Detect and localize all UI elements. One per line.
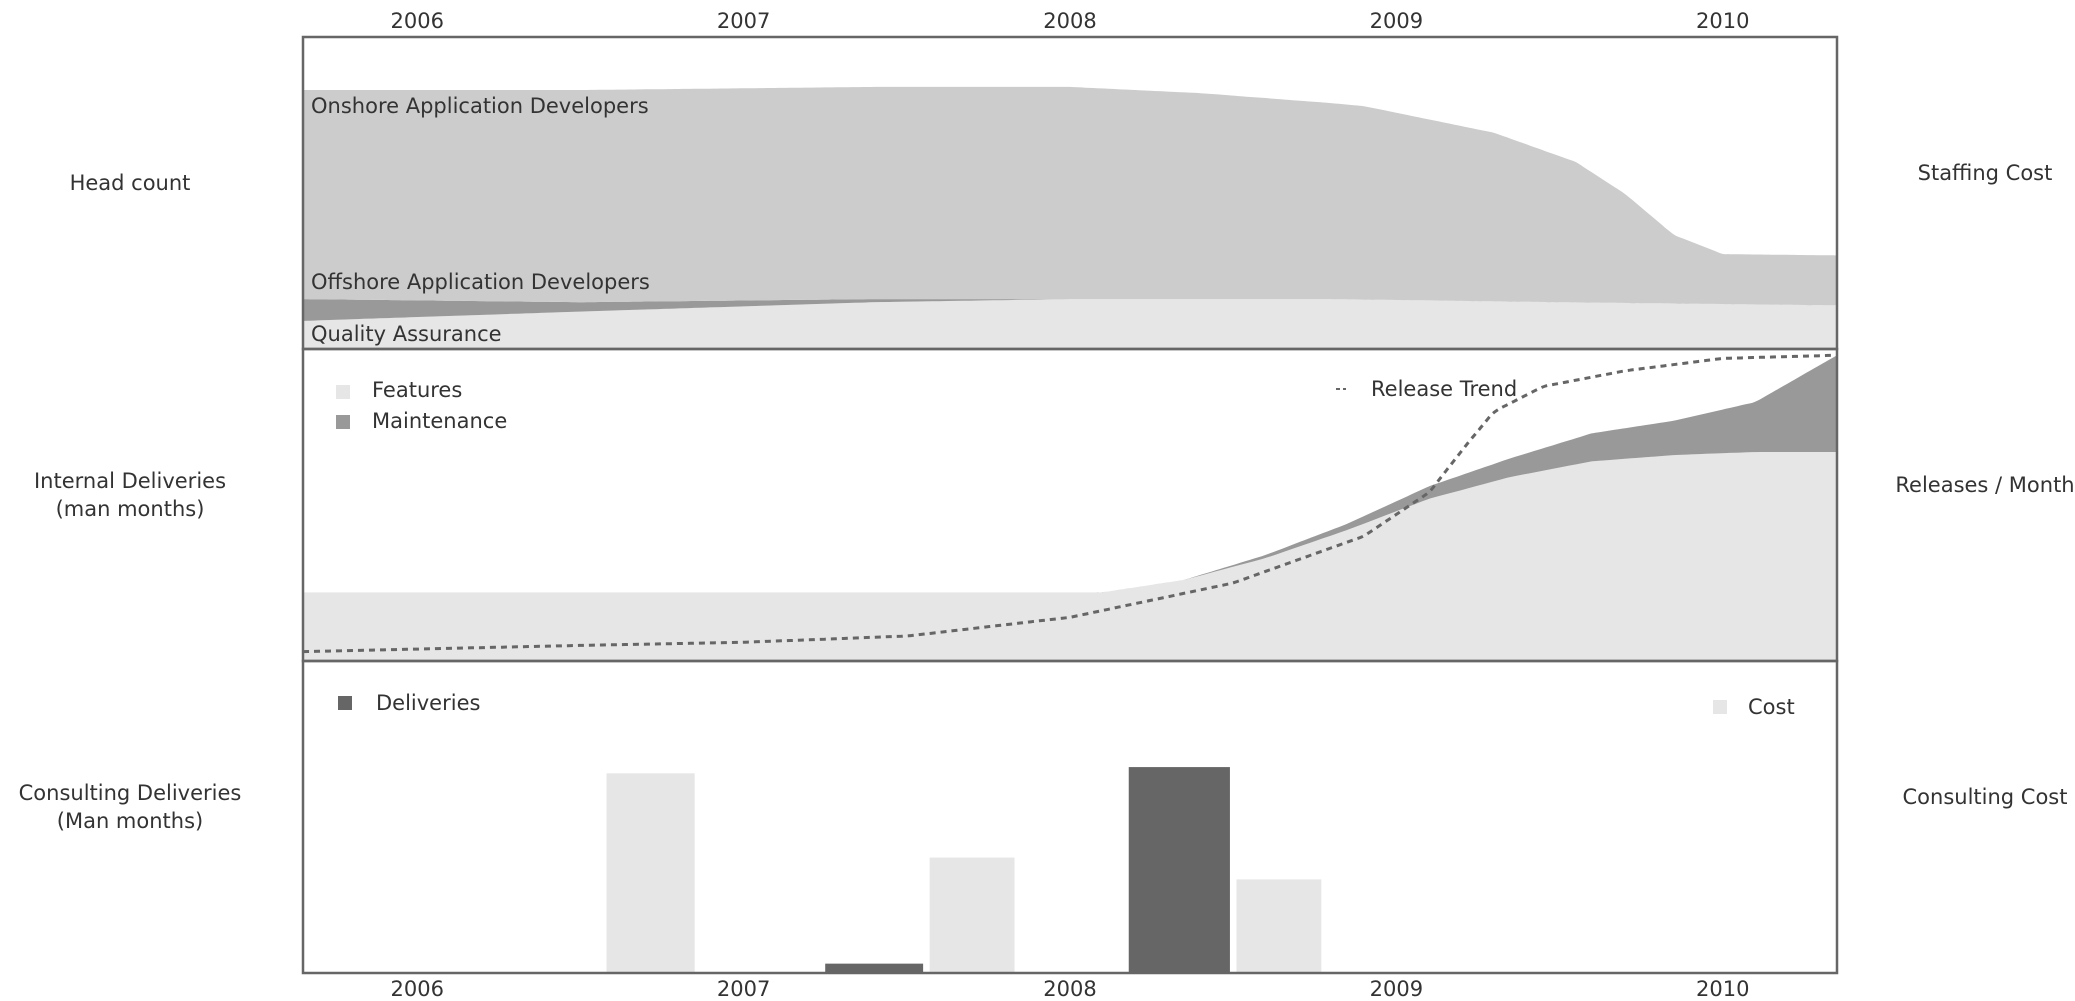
x-tick-top-2006: 2006 bbox=[391, 9, 444, 33]
panel-3-legend-label-deliveries: Deliveries bbox=[376, 691, 480, 715]
panel-2-legend-swatch-maintenance bbox=[336, 415, 350, 429]
chart-labels: 2006 2006 2007 2007 2008 2008 2009 2009 2010 2010… bbox=[19, 9, 2075, 1001]
panel-2-left-label-line: (man months) bbox=[56, 497, 205, 521]
x-tick-top-2009: 2009 bbox=[1370, 9, 1423, 33]
panel-2-trend-line bbox=[302, 353, 1838, 654]
chart-marks bbox=[302, 86, 1838, 973]
x-tick-bottom-2009: 2009 bbox=[1370, 977, 1423, 1001]
panel-1-right-label: Staffing Cost bbox=[1918, 161, 2053, 185]
panel-2-right-label: Releases / Month bbox=[1895, 473, 2074, 497]
panel-1-series-label-quality-assurance: Quality Assurance bbox=[311, 322, 502, 346]
panel-1-left-label: Head count bbox=[70, 171, 191, 195]
panel-2-left-label-line: Internal Deliveries bbox=[34, 469, 226, 493]
x-tick-top-2007: 2007 bbox=[717, 9, 770, 33]
x-tick-bottom-2006: 2006 bbox=[391, 977, 444, 1001]
panel-3-left-label-line: Consulting Deliveries bbox=[19, 781, 242, 805]
x-tick-bottom-2010: 2010 bbox=[1696, 977, 1749, 1001]
panel-3-right-label-line: Consulting Cost bbox=[1903, 785, 2068, 809]
panel-frames bbox=[301, 35, 1839, 975]
panel-2-legend-swatch-features bbox=[336, 385, 350, 399]
panel-3-left-label-line: (Man months) bbox=[57, 809, 203, 833]
panel-1-series-label-onshore-application-developers: Onshore Application Developers bbox=[311, 94, 649, 118]
x-tick-top-2010: 2010 bbox=[1696, 9, 1749, 33]
panel-3-bar-deliveries-1 bbox=[825, 963, 924, 973]
x-tick-top-2008: 2008 bbox=[1043, 9, 1096, 33]
panel-3-frame bbox=[301, 659, 1839, 975]
panel-3-bar-deliveries-2 bbox=[1128, 767, 1230, 973]
panel-2-legend-label-maintenance: Maintenance bbox=[372, 409, 507, 433]
panel-3-left-label: Consulting Deliveries (Man months) bbox=[19, 781, 242, 833]
panel-3-legend-swatch-deliveries bbox=[338, 696, 352, 710]
panel-3-bar-cost-1 bbox=[606, 773, 695, 973]
panel-3-legend-label-cost: Cost bbox=[1748, 695, 1795, 719]
x-tick-bottom-2008: 2008 bbox=[1043, 977, 1096, 1001]
panel-2-legend-label-release-trend: Release Trend bbox=[1371, 377, 1517, 401]
panel-3-right-label: Consulting Cost bbox=[1903, 785, 2068, 809]
panel-1-area-quality-assurance bbox=[303, 299, 1837, 349]
panel-2-left-label: Internal Deliveries (man months) bbox=[34, 469, 226, 521]
panel-1-series-label-offshore-application-developers: Offshore Application Developers bbox=[311, 270, 650, 294]
panel-1-left-label-line: Head count bbox=[70, 171, 191, 195]
panel-3-legend-swatch-cost bbox=[1713, 700, 1727, 714]
panel-3-bar-cost-3 bbox=[1236, 879, 1322, 973]
panel-1-area-onshore-application-developers bbox=[303, 86, 1837, 306]
panel-1-area-offshore-application-developers bbox=[303, 299, 1837, 321]
panel-2-right-label-line: Releases / Month bbox=[1895, 473, 2074, 497]
panel-2-legend-label-features: Features bbox=[372, 378, 462, 402]
x-tick-bottom-2007: 2007 bbox=[717, 977, 770, 1001]
panel-2-area-features bbox=[303, 451, 1837, 661]
panel-3-bar-cost-2 bbox=[929, 857, 1015, 973]
panel-3-background bbox=[303, 661, 1837, 973]
panel-1-right-label-line: Staffing Cost bbox=[1918, 161, 2053, 185]
